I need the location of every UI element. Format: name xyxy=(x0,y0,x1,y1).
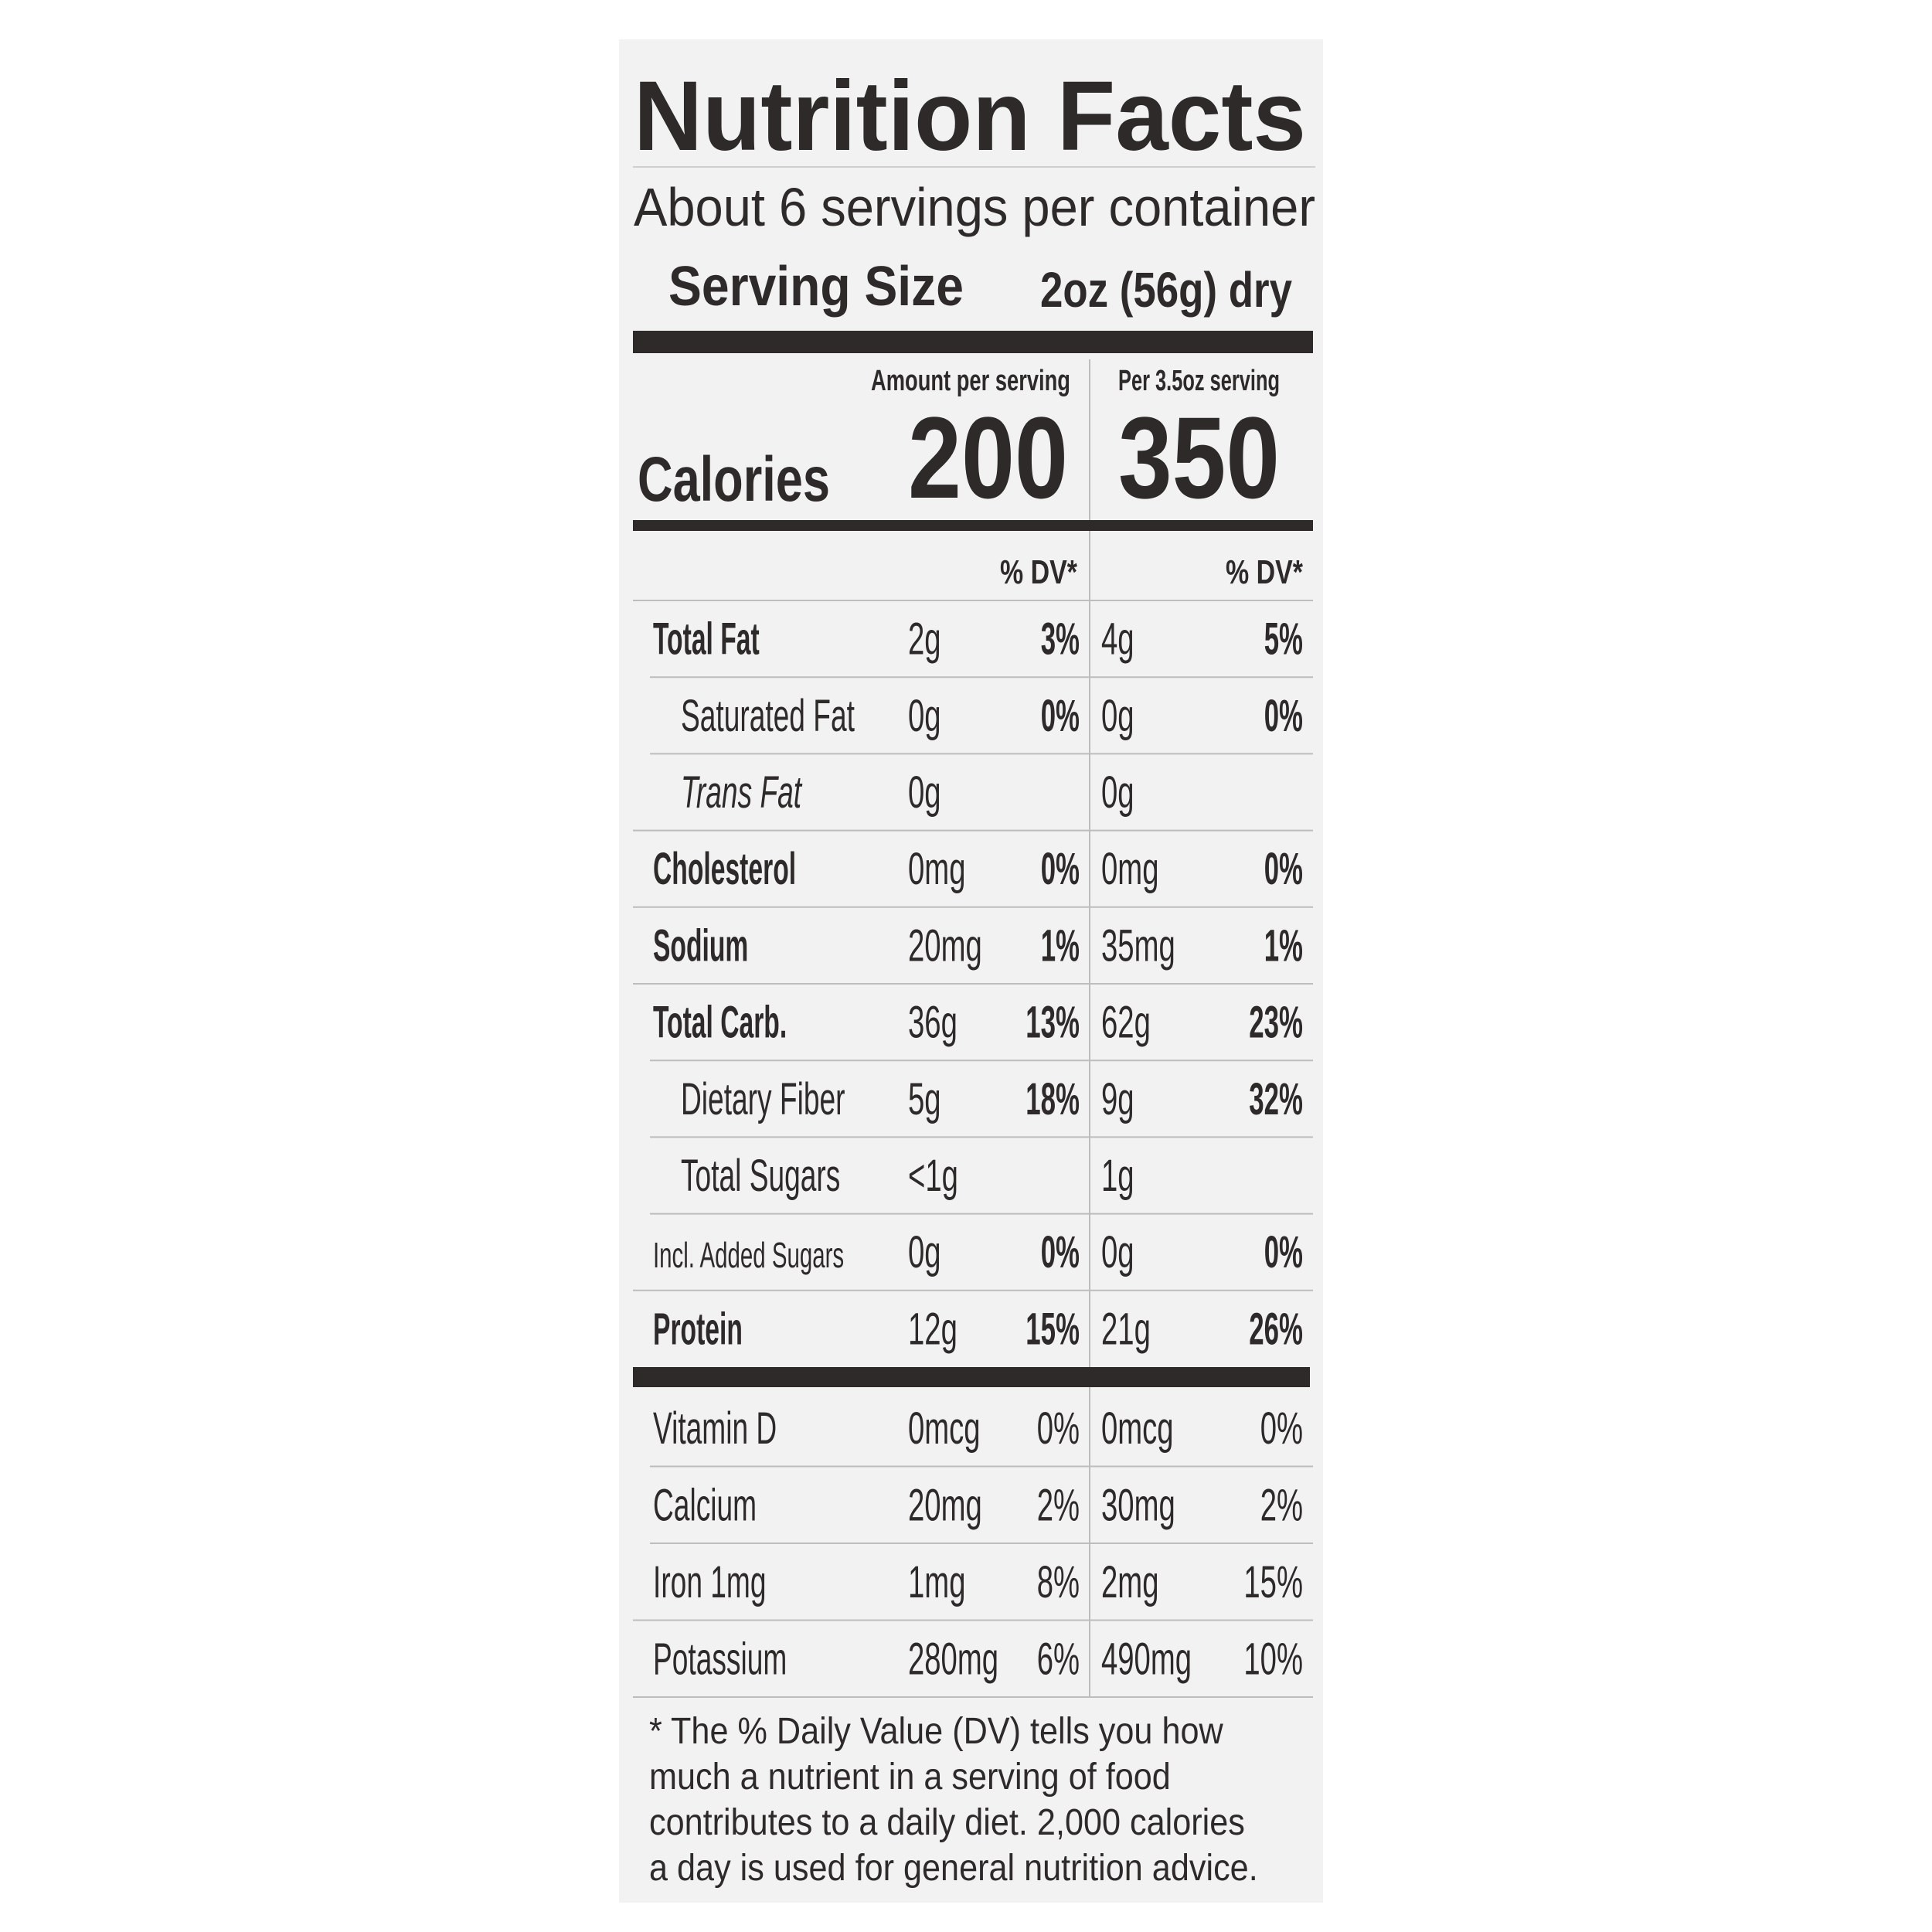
amount: 0mcg xyxy=(1101,1403,1174,1454)
amount: 62g xyxy=(1101,998,1151,1048)
thick-bar xyxy=(633,331,1313,353)
nutrient-name: Calcium xyxy=(653,1480,757,1530)
daily-value: 0% xyxy=(1264,691,1303,741)
amount: 0g xyxy=(908,691,941,741)
column-header: Amount per serving xyxy=(871,365,1070,397)
amount: 9g xyxy=(1101,1074,1134,1124)
nutrient-name: Total Carb. xyxy=(653,998,787,1048)
daily-value: 23% xyxy=(1249,998,1303,1048)
amount: 0mg xyxy=(908,844,966,894)
footnote-line: * The % Daily Value (DV) tells you how xyxy=(649,1711,1223,1752)
daily-value: 13% xyxy=(1026,998,1080,1048)
thick-bar xyxy=(633,520,1313,531)
amount: 0g xyxy=(908,767,941,818)
daily-value: 15% xyxy=(1243,1557,1303,1607)
amount: 1mg xyxy=(908,1557,966,1607)
calories-label: Calories xyxy=(638,444,830,515)
amount: 0mcg xyxy=(908,1403,981,1454)
footnote-line: a day is used for general nutrition advi… xyxy=(649,1848,1258,1889)
daily-value: 32% xyxy=(1249,1074,1303,1124)
amount: 0g xyxy=(908,1227,941,1277)
daily-value: 18% xyxy=(1026,1074,1080,1124)
nutrient-name: Sodium xyxy=(653,920,748,971)
nutrient-name: Incl. Added Sugars xyxy=(653,1235,844,1275)
nutrient-name: Iron 1mg xyxy=(653,1557,767,1607)
daily-value: 10% xyxy=(1243,1634,1303,1684)
daily-value: 26% xyxy=(1249,1304,1303,1354)
amount: 0mg xyxy=(1101,844,1159,894)
serving-size-label: Serving Size xyxy=(668,256,964,318)
daily-value: 0% xyxy=(1037,1403,1080,1454)
column-header: Per 3.5oz serving xyxy=(1118,365,1280,397)
daily-value: 2% xyxy=(1260,1480,1303,1530)
footnote-line: much a nutrient in a serving of food xyxy=(649,1757,1171,1798)
nutrient-name: Vitamin D xyxy=(653,1403,777,1454)
amount: 5g xyxy=(908,1074,941,1124)
amount: 4g xyxy=(1101,614,1134,665)
nutrient-name: Cholesterol xyxy=(653,844,796,894)
serving-size: 2oz (56g) dry xyxy=(1040,262,1292,318)
daily-value: 0% xyxy=(1041,844,1080,894)
dv-header: % DV* xyxy=(1226,553,1304,591)
daily-value: 0% xyxy=(1041,1227,1080,1277)
amount: 20mg xyxy=(908,920,982,971)
footnote-line: contributes to a daily diet. 2,000 calor… xyxy=(649,1802,1245,1843)
title: Nutrition Facts xyxy=(634,61,1306,172)
nutrient-name: Trans Fat xyxy=(681,767,803,818)
amount: 30mg xyxy=(1101,1480,1175,1530)
nutrient-name: Total Sugars xyxy=(681,1151,840,1201)
daily-value: 0% xyxy=(1041,691,1080,741)
amount: 20mg xyxy=(908,1480,982,1530)
amount: 0g xyxy=(1101,1227,1134,1277)
daily-value: 5% xyxy=(1264,614,1303,665)
amount: 2g xyxy=(908,614,941,665)
daily-value: 6% xyxy=(1037,1634,1080,1684)
dv-header: % DV* xyxy=(1000,553,1078,591)
amount: 12g xyxy=(908,1304,957,1354)
amount: 2mg xyxy=(1101,1557,1159,1607)
daily-value: 0% xyxy=(1264,1227,1303,1277)
daily-value: 2% xyxy=(1037,1480,1080,1530)
daily-value: 1% xyxy=(1041,920,1080,971)
amount: 1g xyxy=(1101,1151,1134,1201)
amount: 0g xyxy=(1101,767,1134,818)
thick-bar xyxy=(633,1367,1310,1387)
nutrient-name: Potassium xyxy=(653,1634,787,1684)
nutrient-name: Total Fat xyxy=(653,614,760,665)
label-panel xyxy=(619,39,1323,1903)
daily-value: 0% xyxy=(1260,1403,1303,1454)
amount: 280mg xyxy=(908,1634,998,1684)
daily-value: 8% xyxy=(1037,1557,1080,1607)
calories-value: 200 xyxy=(908,393,1068,522)
nutrient-name: Saturated Fat xyxy=(681,691,855,741)
servings: About 6 servings per container xyxy=(634,177,1315,237)
amount: 490mg xyxy=(1101,1634,1192,1684)
amount: 35mg xyxy=(1101,920,1175,971)
amount: <1g xyxy=(908,1151,958,1201)
amount: 0g xyxy=(1101,691,1134,741)
calories-value: 350 xyxy=(1118,393,1280,522)
daily-value: 15% xyxy=(1026,1304,1080,1354)
daily-value: 3% xyxy=(1041,614,1080,665)
amount: 36g xyxy=(908,998,957,1048)
daily-value: 1% xyxy=(1264,920,1303,971)
amount: 21g xyxy=(1101,1304,1151,1354)
nutrient-name: Dietary Fiber xyxy=(681,1074,845,1124)
daily-value: 0% xyxy=(1264,844,1303,894)
nutrient-name: Protein xyxy=(653,1304,743,1354)
